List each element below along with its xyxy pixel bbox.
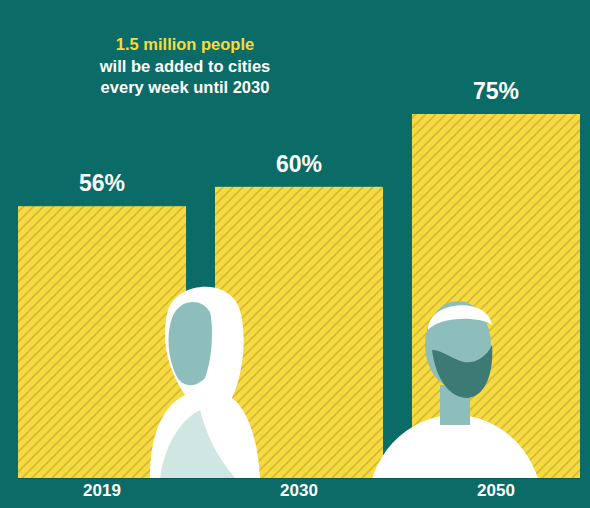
annotation-line: will be added to cities [99,57,271,75]
annotation-line: every week until 2030 [101,78,270,96]
figures [150,287,543,478]
x-tick: 2019 [83,478,121,500]
x-tick-label: 2030 [280,481,318,500]
chart: 2019 2030 2050 56% 60% 75% 1.5 million people w… [0,0,590,508]
data-label: 60% [276,151,322,177]
x-tick-label: 2019 [83,481,121,500]
figure-man-cap [428,305,492,330]
data-label: 56% [79,170,125,196]
bars [18,114,580,478]
x-axis: 2019 2030 2050 [19,478,581,500]
x-tick: 2030 [280,478,318,500]
figure-woman-robe [160,410,235,478]
figure-woman-face [169,302,213,385]
data-label: 75% [473,78,519,104]
x-axis-line [19,478,581,479]
x-tick: 2050 [477,478,515,500]
annotation: 1.5 million people will be added to citie… [99,35,271,96]
figure-man-beard [432,345,492,398]
annotation-line: 1.5 million people [116,35,254,53]
x-tick-label: 2050 [477,481,515,500]
figure-woman-hood [150,287,260,478]
data-labels: 56% 60% 75% [79,78,519,196]
